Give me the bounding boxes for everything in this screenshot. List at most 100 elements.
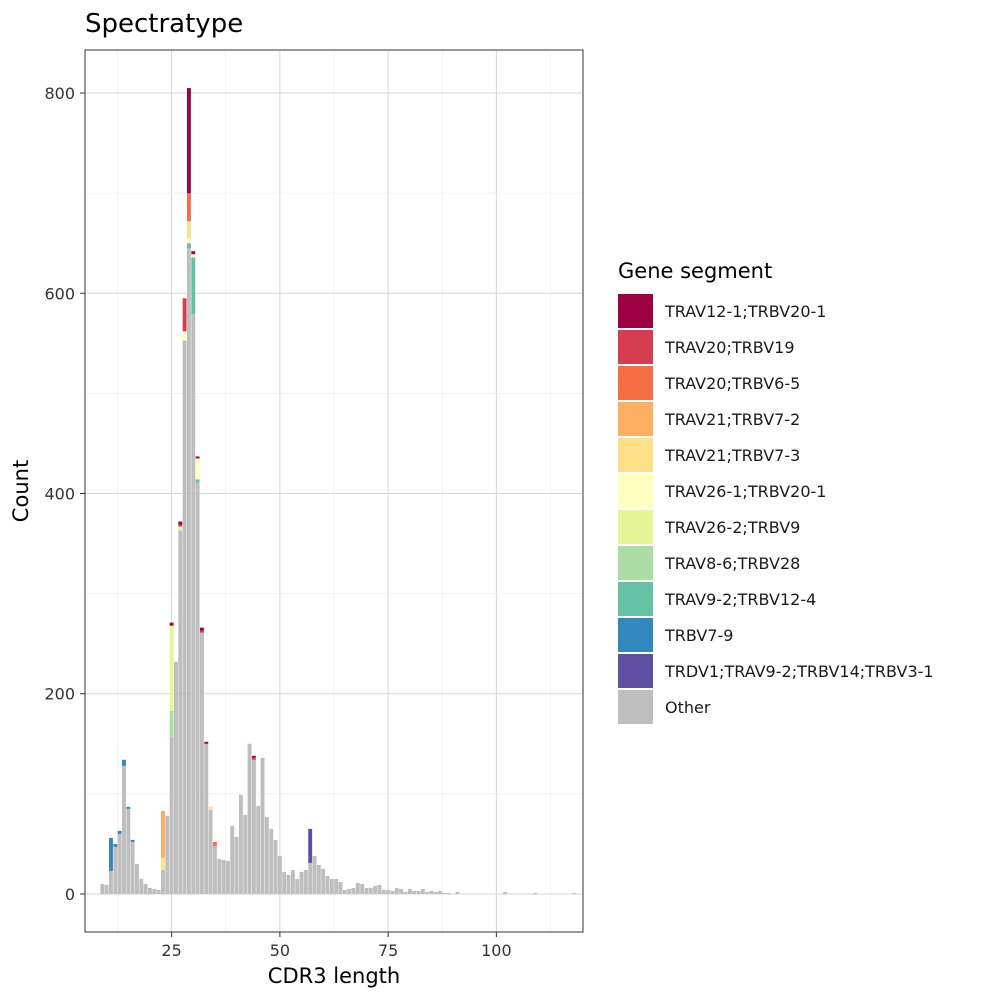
bar-x-42 [243,814,248,894]
bar-segment [234,836,239,894]
legend-label: TRAV21;TRBV7-2 [664,410,800,429]
bar-segment [321,868,326,894]
bar-x-33 [204,741,209,894]
bar-segment [156,889,161,894]
bar-segment [316,864,321,894]
bar-x-22 [156,889,161,894]
bar-x-9 [100,883,105,894]
legend-swatch [618,618,653,652]
bars [100,88,577,894]
bar-x-36 [217,858,222,894]
bar-x-76 [390,890,395,894]
legend-label: TRAV20;TRBV19 [664,338,795,357]
bar-segment [122,765,126,894]
bar-x-68 [355,882,360,894]
bar-x-102 [503,891,508,894]
bar-segment [122,759,126,766]
bar-segment [195,456,200,459]
bar-x-74 [381,889,386,894]
bar-segment [199,627,204,631]
bar-x-79 [403,891,408,894]
bar-segment [130,841,135,894]
bar-segment [135,863,139,894]
grid-lines [85,50,583,932]
bar-segment [221,859,226,894]
bar-x-58 [312,855,317,894]
bar-segment [247,743,252,894]
bar-x-109 [533,892,538,894]
bar-x-27 [178,521,183,894]
bar-x-39 [230,825,235,894]
bar-segment [186,221,191,239]
bar-x-43 [247,743,252,894]
bar-x-34 [208,806,213,894]
bar-segment [109,870,113,894]
bar-segment [160,857,165,870]
bar-segment [368,887,373,894]
bar-x-118 [572,892,577,894]
bar-segment [208,806,213,810]
bar-x-21 [152,888,157,894]
legend-swatch [618,294,653,328]
bar-x-50 [277,855,282,894]
legend-label: TRAV8-6;TRBV28 [664,554,800,573]
bar-x-18 [139,878,144,894]
bar-segment [208,809,213,894]
bar-segment [277,855,282,894]
bar-segment [199,632,204,894]
bar-x-28 [182,298,187,894]
bar-x-41 [238,794,243,894]
legend-label: TRAV12-1;TRBV20-1 [664,302,826,321]
bar-segment [256,805,261,894]
bar-segment [191,254,196,258]
bar-segment [204,741,209,744]
bar-segment [299,871,304,894]
bar-segment [377,884,382,894]
legend-item: TRAV20;TRBV6-5 [618,366,800,400]
bar-segment [243,814,248,894]
bar-segment [225,860,230,894]
bar-x-44 [251,755,256,894]
bar-segment [290,869,295,894]
bar-x-61 [325,875,330,894]
bar-segment [195,479,200,483]
bar-segment [420,888,425,894]
chart-title: Spectratype [85,9,243,39]
legend-swatch [618,546,653,580]
bar-segment [199,630,204,633]
legend-label: TRBV7-9 [664,626,733,645]
bar-segment [160,869,165,894]
bar-x-87 [438,890,443,894]
bar-segment [338,881,343,894]
bar-x-84 [425,891,430,894]
bar-segment [273,839,278,894]
bar-x-91 [455,891,460,894]
bar-segment [165,815,170,894]
legend-label: TRAV21;TRBV7-3 [664,446,800,465]
bar-segment [113,843,118,847]
bar-segment [238,794,243,894]
bar-x-71 [368,887,373,894]
bar-x-40 [234,836,239,894]
bar-x-70 [364,887,369,894]
bar-segment [100,883,105,894]
bar-x-46 [260,757,265,894]
bar-x-73 [377,884,382,894]
bar-segment [178,521,183,525]
bar-segment [355,882,360,894]
bar-segment [178,530,183,894]
bar-x-53 [290,869,295,894]
bar-segment [446,892,451,894]
bar-x-62 [329,878,334,894]
bar-x-56 [303,869,308,894]
bar-segment [412,890,417,894]
bar-x-66 [347,888,352,894]
legend-label: Other [665,698,711,717]
bar-segment [173,661,178,894]
legend-swatch [618,402,653,436]
bar-segment [403,891,408,894]
bar-x-14 [122,759,126,894]
x-tick-label: 50 [270,941,290,960]
bar-segment [572,892,577,894]
bar-x-29 [186,88,191,894]
